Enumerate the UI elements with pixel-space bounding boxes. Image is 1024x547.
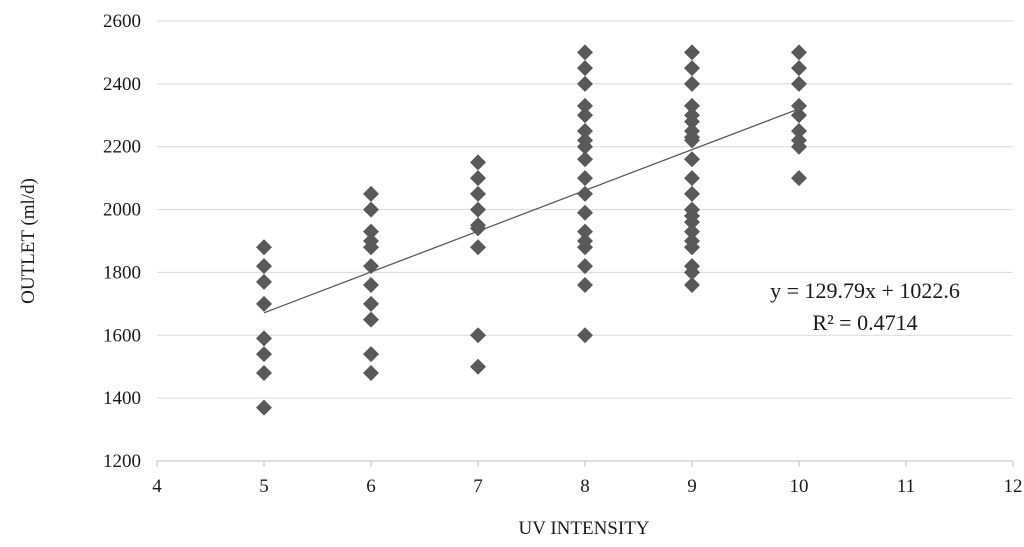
data-point <box>256 239 272 256</box>
axes: 1200 1400 1600 1800 2000 2200 2400 2600 4 5 6 7 8 9 10… <box>103 11 1023 497</box>
x-tick-label: 11 <box>897 476 915 497</box>
data-point <box>684 151 700 168</box>
data-point <box>684 60 700 77</box>
x-tick-label: 8 <box>580 476 590 497</box>
data-point <box>791 75 807 92</box>
x-tick-label: 5 <box>259 476 269 497</box>
data-point <box>363 311 379 328</box>
data-point <box>577 327 593 344</box>
x-axis-title: UV INTENSITY <box>518 518 649 539</box>
data-point <box>791 123 807 139</box>
data-point <box>363 258 379 275</box>
data-point <box>470 201 486 218</box>
data-point <box>363 295 379 312</box>
y-tick-label: 2600 <box>103 11 141 32</box>
data-point <box>256 399 272 416</box>
data-point <box>577 60 593 77</box>
data-point <box>791 138 807 155</box>
data-point <box>791 97 807 114</box>
data-point <box>363 277 379 293</box>
data-point <box>577 75 593 92</box>
data-point <box>577 277 593 293</box>
x-tick-label: 4 <box>152 476 162 497</box>
data-point <box>470 170 486 187</box>
y-tick-label: 1600 <box>103 325 141 346</box>
data-point <box>577 170 593 187</box>
data-point <box>577 44 593 61</box>
data-point <box>577 258 593 275</box>
data-point <box>363 346 379 363</box>
data-point <box>256 330 272 347</box>
data-point <box>256 273 272 290</box>
data-point <box>470 358 486 375</box>
data-point <box>684 44 700 61</box>
data-point <box>577 204 593 221</box>
data-point <box>470 220 486 237</box>
data-point <box>470 185 486 202</box>
data-point <box>684 75 700 92</box>
data-point <box>256 365 272 381</box>
labels: y = 129.79x + 1022.6 R² = 0.4714 UV INTE… <box>18 178 960 539</box>
data-point <box>684 277 700 293</box>
y-tick-label: 2000 <box>103 200 141 221</box>
x-tick-label: 12 <box>1004 476 1023 497</box>
data-point <box>577 223 593 240</box>
trendline-group <box>263 108 800 314</box>
data-point <box>470 239 486 256</box>
data-point <box>791 170 807 187</box>
y-tick-label: 2200 <box>103 137 141 158</box>
data-point <box>363 365 379 381</box>
data-point <box>577 123 593 139</box>
y-axis-title: OUTLET (ml/d) <box>18 178 39 304</box>
x-tick-label: 6 <box>366 476 376 497</box>
x-tick-label: 7 <box>473 476 483 497</box>
data-point <box>791 44 807 61</box>
y-tick-label: 1400 <box>103 388 141 409</box>
data-point <box>684 264 700 281</box>
data-point <box>470 327 486 344</box>
data-point <box>684 223 700 240</box>
data-point <box>684 170 700 187</box>
data-point <box>684 97 700 114</box>
data-point <box>577 239 593 256</box>
y-tick-label: 1800 <box>103 262 141 283</box>
data-point <box>684 185 700 202</box>
data-point <box>470 154 486 171</box>
data-point <box>363 201 379 218</box>
data-point <box>577 138 593 155</box>
data-point <box>684 239 700 256</box>
data-point <box>256 295 272 312</box>
data-point <box>256 346 272 363</box>
data-point <box>684 132 700 149</box>
trendline-equation: y = 129.79x + 1022.6 <box>770 278 960 303</box>
y-tick-label: 1200 <box>103 451 141 472</box>
x-tick-label: 10 <box>790 476 809 497</box>
trendline <box>263 108 800 314</box>
data-point <box>577 185 593 202</box>
data-point <box>791 107 807 124</box>
data-point <box>684 214 700 231</box>
data-point <box>577 97 593 114</box>
data-point <box>363 185 379 202</box>
data-points <box>256 44 807 416</box>
trendline-r-squared: R² = 0.4714 <box>812 310 917 335</box>
data-point <box>363 223 379 240</box>
data-point <box>577 151 593 168</box>
data-point <box>363 239 379 256</box>
data-point <box>684 113 700 130</box>
data-point <box>256 258 272 275</box>
y-tick-label: 2400 <box>103 74 141 95</box>
data-point <box>791 60 807 77</box>
x-tick-label: 9 <box>687 476 697 497</box>
data-point <box>577 107 593 124</box>
